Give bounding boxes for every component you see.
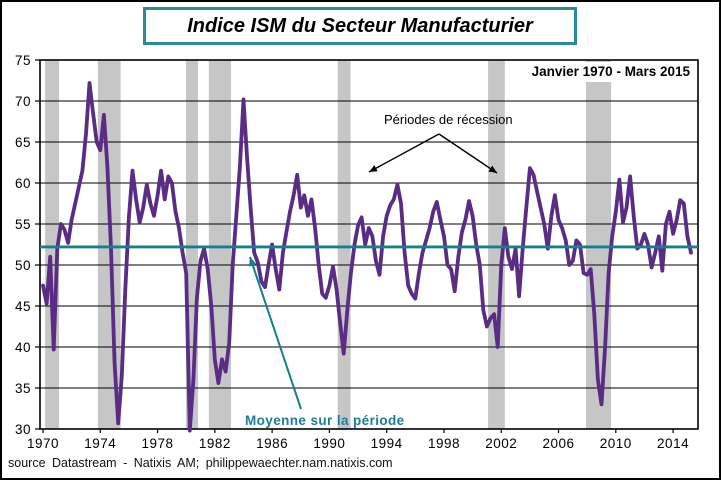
recession-annotation-arrows bbox=[368, 133, 498, 174]
y-tick-label: 55 bbox=[15, 217, 31, 232]
x-tick-label: 2010 bbox=[600, 436, 632, 451]
recession-annotation-label: Périodes de récession bbox=[384, 112, 513, 127]
x-tick-label: 1970 bbox=[27, 436, 59, 451]
ism-series-line bbox=[41, 81, 693, 433]
x-tick-label: 1986 bbox=[256, 436, 288, 451]
y-tick-label: 60 bbox=[15, 176, 31, 191]
recession-arrow-right bbox=[438, 133, 498, 174]
chart-title: Indice ISM du Secteur Manufacturier bbox=[187, 14, 533, 37]
recession-arrow-left bbox=[368, 133, 440, 173]
x-tick-label: 2006 bbox=[543, 436, 575, 451]
chart-title-box: Indice ISM du Secteur Manufacturier bbox=[143, 7, 577, 45]
x-tick-label: 2014 bbox=[657, 436, 689, 451]
y-tick-label: 70 bbox=[15, 94, 31, 109]
x-tick-label: 1978 bbox=[142, 436, 174, 451]
y-tick-label: 45 bbox=[15, 299, 31, 314]
source-credit: source Datastream - Natixis AM; philippe… bbox=[8, 456, 393, 470]
x-tick-label: 1994 bbox=[371, 436, 403, 451]
y-tick-label: 65 bbox=[15, 135, 31, 150]
x-tick-label: 1974 bbox=[84, 436, 116, 451]
recession-band bbox=[337, 60, 351, 429]
recession-band bbox=[488, 60, 505, 429]
y-tick-label: 75 bbox=[15, 53, 31, 68]
x-tick-label: 1990 bbox=[313, 436, 345, 451]
mean-annotation-arrow bbox=[249, 256, 302, 410]
x-tick-label: 1998 bbox=[428, 436, 460, 451]
period-range-label: Janvier 1970 - Mars 2015 bbox=[525, 62, 696, 82]
plot-border bbox=[39, 59, 699, 430]
x-tick-label: 1982 bbox=[199, 436, 231, 451]
y-tick-label: 35 bbox=[15, 381, 31, 396]
y-tick-label: 50 bbox=[15, 258, 31, 273]
x-tick-label: 2002 bbox=[485, 436, 517, 451]
y-tick-label: 30 bbox=[15, 422, 31, 437]
y-tick-label: 40 bbox=[15, 340, 31, 355]
mean-annotation-label: Moyenne sur la période bbox=[245, 413, 405, 428]
